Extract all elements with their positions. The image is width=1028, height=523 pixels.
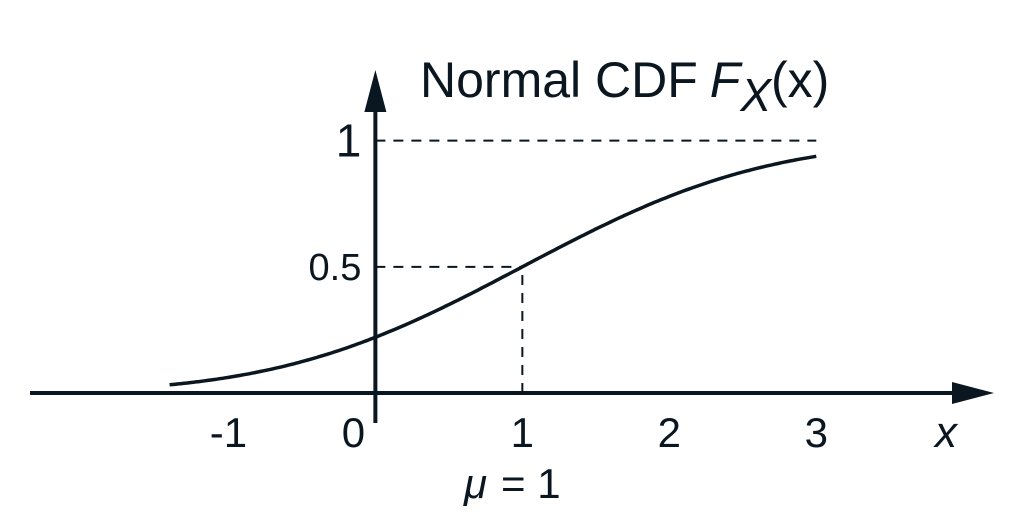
x-tick-label: 3 [805, 409, 828, 456]
y-axis-arrowhead [364, 70, 387, 112]
cdf-curve [169, 154, 817, 387]
chart-title: Normal CDF FX(x) [420, 52, 829, 121]
x-axis-label: x [933, 408, 959, 457]
x-tick-label: 1 [511, 409, 534, 456]
mean-annotation: μ = 1 [463, 460, 561, 507]
x-tick-labels: -1 0 1 2 3 [210, 409, 828, 456]
x-tick-label: 2 [658, 409, 681, 456]
x-tick-label: 0 [342, 409, 365, 456]
x-tick-label: -1 [210, 409, 247, 456]
y-tick-label: 0.5 [309, 247, 362, 289]
x-axis-arrowhead [952, 382, 994, 404]
reference-lines [375, 139, 817, 393]
y-tick-label: 1 [336, 115, 362, 167]
y-tick-labels: 0.51 [309, 115, 362, 289]
